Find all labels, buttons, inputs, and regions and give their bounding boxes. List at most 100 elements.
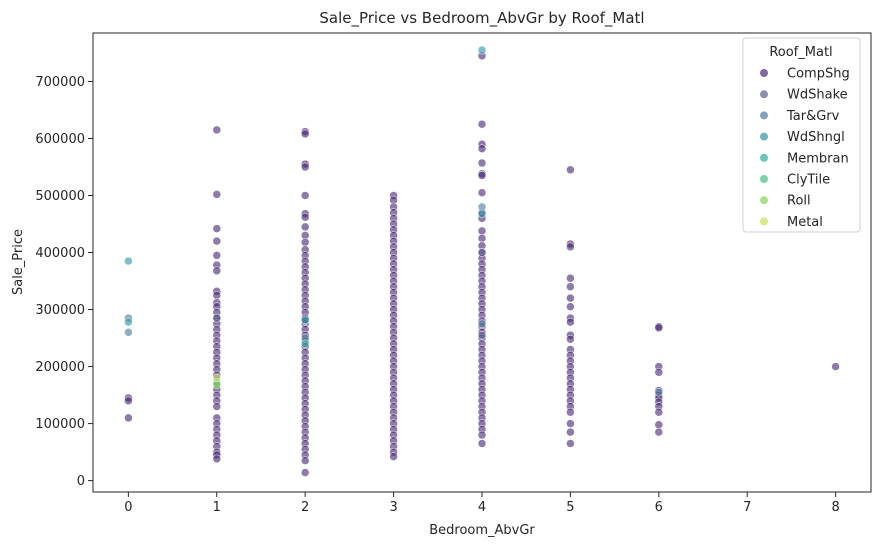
y-tick-label: 0 [77, 474, 85, 489]
legend-label: Membran [787, 151, 849, 166]
y-tick-label: 400000 [35, 246, 85, 261]
chart-title: Sale_Price vs Bedroom_AbvGr by Roof_Matl [319, 9, 644, 28]
data-point-wdshngl [477, 209, 487, 218]
legend-label: Metal [787, 215, 823, 230]
data-point-wdshake [212, 313, 222, 323]
x-tick-label: 6 [655, 500, 663, 515]
legend-marker [760, 111, 768, 120]
data-point-compshg [654, 427, 664, 437]
plot-points [124, 45, 840, 477]
data-point-compshg [477, 226, 487, 236]
data-point-metal [212, 373, 222, 383]
data-point-compshg [300, 162, 310, 172]
data-point-wdshngl [124, 256, 133, 266]
data-point-compshg [124, 396, 133, 406]
legend-title: Roof_Matl [769, 45, 832, 60]
data-point-wdshngl [477, 45, 487, 55]
y-tick-label: 200000 [35, 360, 85, 375]
data-point-wdshake [477, 248, 487, 257]
x-tick-label: 2 [301, 500, 309, 515]
data-point-wdshngl [300, 315, 310, 325]
data-point-compshg [566, 439, 575, 448]
legend-marker [760, 132, 768, 141]
y-tick-label: 100000 [35, 417, 85, 432]
data-point-compshg [477, 439, 487, 448]
legend-items: CompShg WdShake Tar&Grv WdShngl Membran ClyTi… [760, 67, 850, 230]
x-tick-label: 1 [213, 500, 221, 515]
x-tick-label: 3 [389, 500, 397, 515]
legend-label: CompShg [787, 67, 850, 82]
data-point-compshg [566, 242, 575, 252]
data-point-membran [300, 339, 310, 349]
data-point-compshg [654, 407, 664, 417]
data-point-compshg [566, 273, 575, 283]
legend-marker [760, 217, 768, 226]
y-tick-label: 300000 [35, 303, 85, 318]
data-point-compshg [212, 236, 222, 246]
data-point-compshg [300, 222, 310, 232]
data-point-compshg [477, 234, 487, 243]
legend-label: Roll [787, 194, 811, 209]
y-tick-label: 600000 [35, 132, 85, 147]
legend-marker [760, 175, 768, 183]
data-point-compshg [389, 452, 398, 461]
y-axis-label: Sale_Price [11, 229, 26, 295]
data-point-compshg [654, 368, 664, 377]
legend-label: ClyTile [787, 173, 830, 188]
data-point-compshg [300, 456, 310, 465]
legend-label: WdShngl [787, 130, 845, 145]
data-point-tar-grv [654, 387, 664, 397]
data-point-compshg [654, 420, 664, 429]
y-axis: 0 100000 200000 300000 400000 500000 600000 700… [35, 75, 93, 489]
data-point-compshg [566, 419, 575, 428]
legend-label: WdShake [787, 88, 848, 103]
y-tick-label: 500000 [35, 189, 85, 204]
legend-box [742, 37, 861, 233]
data-point-compshg [566, 302, 575, 311]
data-point-wdshngl [124, 317, 133, 327]
x-axis: 0 1 2 3 4 5 6 7 8 [124, 492, 840, 515]
legend-marker [760, 90, 768, 99]
x-tick-label: 7 [743, 500, 751, 515]
data-point-compshg [300, 238, 310, 247]
data-point-compshg [212, 266, 222, 276]
legend-marker [760, 196, 768, 205]
y-tick-label: 700000 [35, 75, 85, 90]
data-point-compshg [831, 362, 840, 371]
data-point-tar-grv [124, 328, 133, 337]
data-point-compshg [124, 413, 133, 423]
data-point-compshg [477, 144, 487, 153]
data-point-compshg [477, 188, 487, 197]
data-point-compshg [300, 212, 310, 222]
data-point-compshg [566, 334, 575, 344]
data-point-compshg [566, 317, 575, 327]
x-axis-label: Bedroom_AbvGr [429, 523, 535, 538]
data-point-wdshake [477, 330, 487, 340]
data-point-compshg [566, 427, 575, 437]
x-tick-label: 0 [124, 500, 132, 515]
data-point-compshg [212, 190, 222, 199]
data-point-compshg [477, 158, 487, 168]
legend-marker [760, 153, 768, 162]
data-point-compshg [566, 293, 575, 303]
x-tick-label: 8 [831, 500, 839, 515]
data-point-compshg [300, 191, 310, 200]
legend: Roof_Matl CompShg WdShake Tar&Grv WdShngl Me… [742, 37, 861, 233]
data-point-tar-grv [477, 319, 487, 329]
data-point-compshg [566, 165, 575, 175]
data-point-compshg [212, 291, 222, 300]
data-point-compshg [212, 125, 222, 135]
data-point-compshg [477, 119, 487, 129]
legend-label: Tar&Grv [786, 109, 840, 124]
data-point-compshg [212, 251, 222, 260]
data-point-compshg [566, 407, 575, 417]
data-point-compshg [212, 224, 222, 233]
data-point-compshg [212, 454, 222, 464]
data-point-compshg [477, 171, 487, 180]
x-tick-label: 5 [566, 500, 574, 515]
data-point-compshg [566, 282, 575, 291]
data-point-compshg [300, 129, 310, 139]
x-tick-label: 4 [478, 500, 486, 515]
legend-marker [760, 69, 768, 77]
